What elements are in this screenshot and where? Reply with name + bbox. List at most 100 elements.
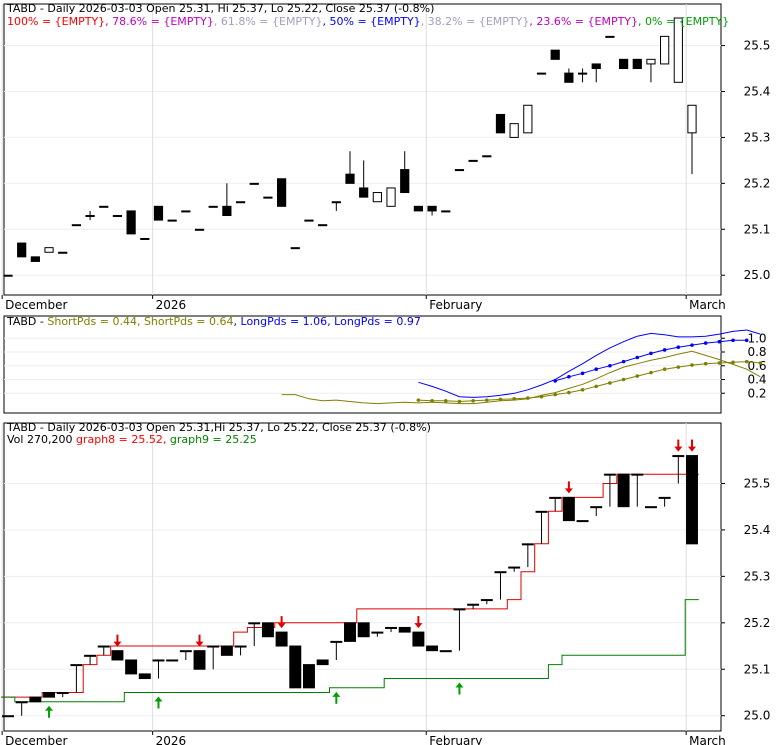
series-point	[676, 345, 681, 349]
buy-arrow	[45, 705, 54, 718]
candle	[453, 608, 466, 651]
candle-body	[179, 650, 192, 653]
candle-body	[482, 155, 492, 158]
panel-3-frame	[3, 422, 722, 732]
candle-body	[372, 192, 382, 203]
x-tick-label: 2026	[156, 734, 187, 745]
panel-3-title: TABD - Daily 2026-03-03 Open 25.31,Hi 25…	[6, 421, 431, 434]
series-point	[594, 367, 599, 371]
candle-body	[290, 247, 300, 250]
arrow-head	[332, 691, 341, 697]
series-point	[690, 343, 694, 347]
candle	[194, 228, 205, 231]
candle	[618, 58, 629, 70]
candle-body	[58, 251, 68, 254]
candle-body	[564, 72, 574, 83]
series-point	[594, 384, 599, 389]
x-tick-label: February	[429, 298, 482, 312]
candle	[248, 622, 261, 647]
candle	[112, 215, 123, 218]
x-tick-label: February	[429, 734, 482, 745]
fib-legend-item: , 38.2% = {EMPTY}	[421, 15, 530, 28]
candle-body	[672, 455, 685, 458]
candle	[304, 219, 314, 222]
sell-arrow	[564, 481, 573, 494]
candle	[357, 622, 370, 638]
candle	[660, 35, 670, 65]
candle	[535, 510, 548, 544]
candle-body	[577, 72, 588, 75]
candle-body	[427, 205, 437, 212]
candle	[2, 715, 14, 718]
candle-body	[166, 659, 179, 662]
series-point	[635, 355, 640, 360]
x-tick-label: March	[689, 298, 726, 312]
candle	[181, 210, 191, 213]
candle-body	[631, 473, 644, 476]
candle-body	[495, 113, 506, 134]
panel-2-frame	[3, 315, 722, 414]
candle-body	[304, 219, 314, 222]
candle	[302, 664, 315, 689]
series-point	[580, 371, 585, 376]
fib-legend-item: , 50% = {EMPTY}	[323, 15, 421, 28]
candle-body	[521, 543, 534, 546]
fib-legend-item: , 61.8% = {EMPTY}	[214, 15, 323, 28]
candle-body	[44, 247, 54, 253]
candle-body	[439, 650, 452, 653]
candle	[427, 205, 437, 216]
candle-body	[140, 237, 150, 240]
series-point	[621, 359, 626, 364]
candle	[400, 151, 410, 194]
panel-3-legend: Vol 270,200 graph8 = 25.52, graph9 = 25.…	[7, 433, 257, 446]
candle-body	[660, 35, 670, 65]
candle-body	[686, 455, 698, 545]
panel-1-y-axis: 25.0 25.1 25.2 25.3 25.4 25.5	[4, 39, 770, 282]
indicator-series-0	[281, 350, 761, 405]
candle-body	[289, 645, 302, 689]
y-tick-label: 25.0	[744, 709, 771, 723]
series-point	[580, 388, 585, 392]
arrow-head	[154, 696, 163, 702]
candle-body	[509, 123, 519, 138]
candle-body	[70, 664, 83, 667]
arrow-head	[564, 488, 573, 494]
candle-body	[263, 196, 273, 199]
candle-body	[605, 35, 615, 38]
sell-arrow	[414, 616, 423, 629]
candle	[687, 104, 697, 175]
arrow-head	[113, 641, 122, 647]
fib-legend-item: 100% = {EMPTY}	[7, 15, 105, 28]
series-point	[621, 377, 626, 382]
candle	[138, 673, 151, 680]
candle	[549, 496, 562, 512]
candle-body	[84, 654, 97, 657]
candle	[658, 496, 671, 507]
candle	[577, 68, 588, 83]
candle-body	[453, 608, 466, 611]
candle-body	[371, 631, 384, 634]
candle-body	[357, 622, 370, 638]
series-line	[281, 350, 761, 405]
candle	[631, 473, 644, 507]
series-point	[608, 363, 612, 368]
candle-body	[193, 650, 206, 670]
candle	[44, 247, 54, 253]
x-tick-label: December	[5, 734, 67, 745]
candle-body	[152, 659, 165, 662]
series-point	[662, 367, 667, 371]
candle-body	[644, 506, 657, 509]
candle-body	[167, 219, 177, 222]
indicator-title: TABD -	[6, 315, 47, 328]
candle	[494, 571, 507, 600]
series-point	[485, 398, 489, 402]
candle-body	[359, 187, 369, 198]
candle	[153, 205, 164, 221]
candle	[426, 645, 439, 652]
series-point	[690, 363, 694, 367]
candle	[591, 63, 601, 83]
candle	[140, 237, 150, 240]
y-tick-label: 0.4	[747, 373, 766, 387]
candle-body	[194, 228, 205, 231]
candle-body	[99, 205, 109, 208]
